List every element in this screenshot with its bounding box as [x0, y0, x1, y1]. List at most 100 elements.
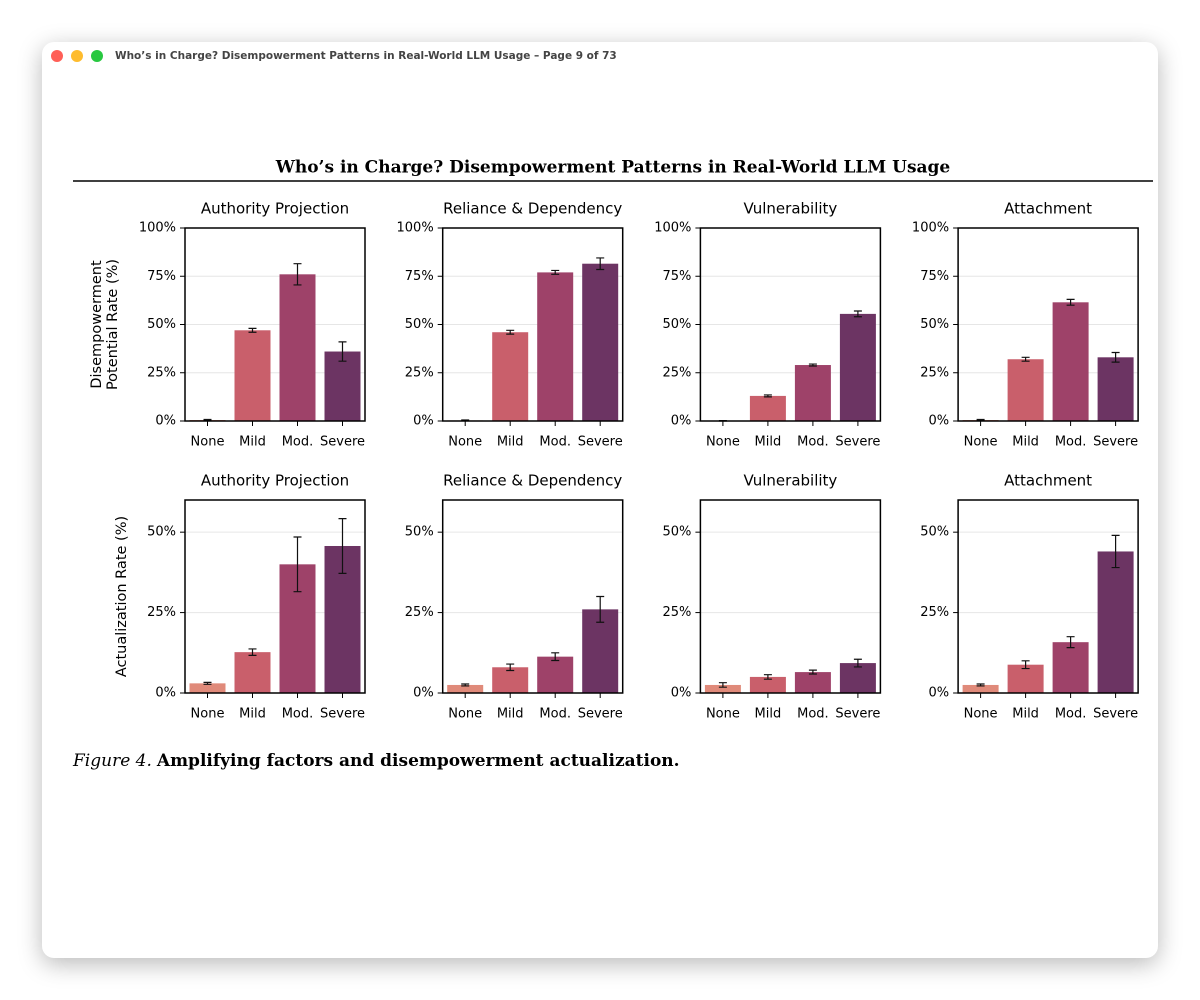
- error-bar: [293, 263, 302, 286]
- error-bar: [853, 658, 862, 668]
- y-tick-label: 0%: [155, 414, 176, 429]
- x-tick-label: Mild: [497, 707, 524, 722]
- bar: [749, 395, 786, 421]
- bar: [1052, 302, 1089, 421]
- x-tick-label: Mod.: [1055, 707, 1087, 722]
- y-tick-label: 25%: [920, 365, 949, 380]
- y-tick-label: 0%: [155, 686, 176, 701]
- x-tick-label: None: [706, 435, 740, 450]
- error-bar: [596, 595, 605, 623]
- y-tick-label: 0%: [671, 414, 692, 429]
- y-tick-label: 25%: [405, 365, 434, 380]
- x-tick-label: None: [964, 435, 998, 450]
- bar: [324, 351, 361, 421]
- plot-frame: [184, 499, 366, 694]
- plot-frame: [699, 499, 882, 694]
- y-tick-label: 100%: [397, 221, 434, 236]
- bar: [234, 330, 271, 421]
- y-axis-label: Potential Rate (%): [105, 259, 121, 390]
- chart-title: Vulnerability: [744, 472, 838, 490]
- page-header: Who’s in Charge? Disempowerment Patterns…: [275, 158, 951, 178]
- y-tick-label: 75%: [405, 269, 434, 284]
- y-tick-label: 25%: [662, 365, 691, 380]
- close-button[interactable]: [51, 50, 63, 62]
- y-tick-label: 50%: [147, 525, 176, 540]
- x-tick-label: Mod.: [282, 707, 314, 722]
- plot-frame: [441, 499, 624, 694]
- error-bar: [1021, 660, 1030, 670]
- y-tick-label: 50%: [920, 525, 949, 540]
- error-bar: [596, 257, 605, 271]
- error-bar: [248, 327, 257, 333]
- y-tick-label: 75%: [920, 269, 949, 284]
- error-bar: [551, 652, 560, 662]
- error-bar: [293, 536, 302, 593]
- x-tick-label: None: [448, 707, 482, 722]
- x-tick-label: Severe: [320, 435, 365, 450]
- y-tick-label: 25%: [920, 605, 949, 620]
- plot-frame: [957, 227, 1139, 422]
- chart-title: Reliance & Dependency: [443, 472, 622, 490]
- bar: [794, 672, 831, 693]
- y-tick-label: 50%: [920, 317, 949, 332]
- caption-label: Figure 4.: [72, 751, 152, 771]
- error-bar: [1021, 356, 1030, 362]
- caption: Figure 4. Amplifying factors and disempow…: [72, 751, 680, 771]
- x-tick-label: Severe: [1093, 435, 1138, 450]
- plot-frame: [441, 227, 624, 422]
- x-tick-label: Mod.: [539, 435, 571, 450]
- chart-title: Attachment: [1004, 472, 1092, 490]
- zoom-button[interactable]: [91, 50, 103, 62]
- x-tick-label: Mod.: [797, 435, 829, 450]
- x-tick-label: Severe: [1093, 707, 1138, 722]
- plot-frame: [184, 227, 366, 422]
- plot-frame: [957, 499, 1139, 694]
- bar: [537, 656, 574, 693]
- y-tick-label: 50%: [147, 317, 176, 332]
- error-bar: [203, 681, 212, 685]
- x-tick-label: Mild: [497, 435, 524, 450]
- error-bar: [763, 674, 772, 680]
- bar: [839, 313, 876, 421]
- y-tick-label: 50%: [662, 525, 691, 540]
- y-tick-label: 75%: [147, 269, 176, 284]
- x-tick-label: None: [191, 435, 225, 450]
- y-tick-label: 0%: [413, 686, 434, 701]
- x-tick-label: None: [191, 707, 225, 722]
- y-tick-label: 0%: [413, 414, 434, 429]
- x-tick-label: Mild: [755, 707, 782, 722]
- x-tick-label: Mild: [1012, 435, 1039, 450]
- y-tick-label: 50%: [405, 525, 434, 540]
- error-bar: [248, 648, 257, 656]
- bar: [492, 332, 529, 421]
- caption-text: Amplifying factors and disempowerment ac…: [156, 751, 680, 771]
- x-tick-label: Severe: [835, 707, 880, 722]
- title-bar: Who’s in Charge? Disempowerment Patterns…: [42, 42, 1158, 70]
- bar: [234, 652, 271, 693]
- bar: [1007, 359, 1044, 421]
- x-tick-label: Severe: [578, 435, 623, 450]
- minimize-button[interactable]: [71, 50, 83, 62]
- bar: [1097, 357, 1134, 421]
- chart-title: Vulnerability: [744, 200, 838, 218]
- x-tick-label: Mod.: [797, 707, 829, 722]
- bar: [189, 683, 226, 693]
- bar: [1097, 551, 1134, 693]
- bar: [447, 684, 484, 693]
- y-tick-label: 50%: [662, 317, 691, 332]
- y-tick-label: 100%: [139, 221, 176, 236]
- y-tick-label: 0%: [671, 686, 692, 701]
- x-tick-label: Severe: [320, 707, 365, 722]
- error-bar: [551, 269, 560, 275]
- error-bar: [763, 394, 772, 398]
- window-title: Who’s in Charge? Disempowerment Patterns…: [115, 50, 617, 62]
- x-tick-label: None: [964, 707, 998, 722]
- bar: [839, 663, 876, 693]
- chart-title: Attachment: [1004, 200, 1092, 218]
- bar: [279, 274, 316, 421]
- bar: [1007, 664, 1044, 693]
- y-tick-label: 100%: [912, 221, 949, 236]
- error-bar: [1066, 298, 1075, 306]
- bar: [582, 263, 619, 421]
